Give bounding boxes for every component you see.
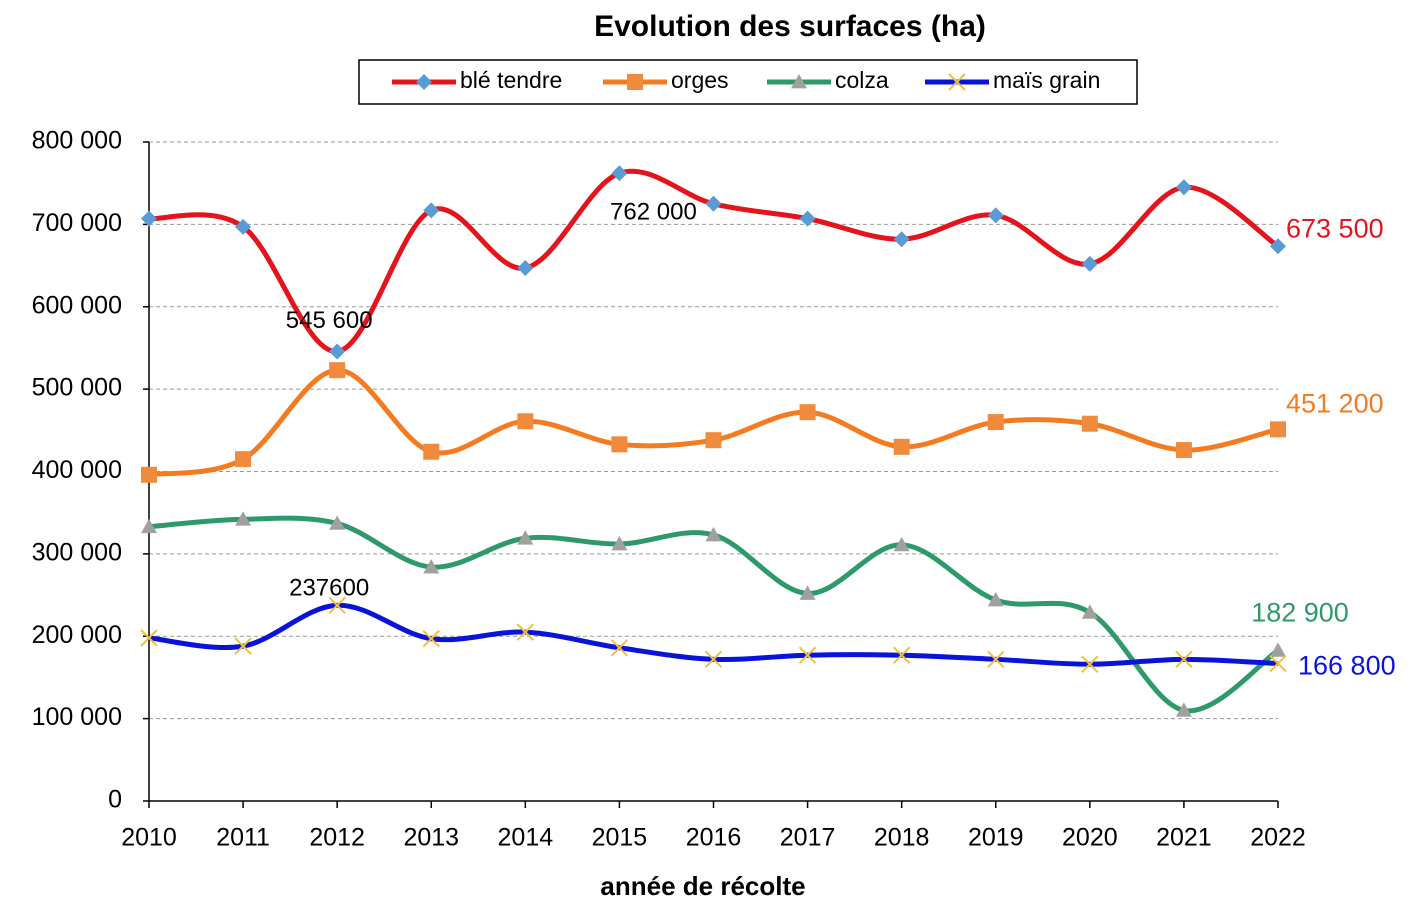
y-tick-label: 400 000 <box>32 456 122 484</box>
marker <box>423 559 440 574</box>
marker <box>791 74 807 89</box>
marker <box>517 413 534 430</box>
chart-title: Evolution des surfaces (ha) <box>594 10 986 43</box>
marker <box>1081 415 1098 432</box>
marker <box>610 639 629 657</box>
data-label: 673 500 <box>1286 213 1384 243</box>
marker <box>1175 650 1193 669</box>
marker <box>627 74 643 90</box>
legend-box <box>358 59 1138 105</box>
y-tick-label: 800 000 <box>32 127 122 155</box>
x-tick-label: 2019 <box>968 824 1024 852</box>
marker <box>705 526 722 542</box>
marker <box>328 596 346 614</box>
marker <box>611 436 628 453</box>
data-label: 237600 <box>289 575 369 602</box>
marker <box>141 466 157 483</box>
x-tick-label: 2017 <box>780 824 836 852</box>
x-tick-label: 2020 <box>1062 824 1118 852</box>
x-tick-label: 2012 <box>309 824 365 852</box>
series-line <box>148 367 1279 478</box>
x-tick-label: 2013 <box>403 824 459 852</box>
marker <box>892 646 911 664</box>
x-tick-label: 2011 <box>216 824 270 852</box>
x-tick-label: 2018 <box>874 824 930 852</box>
marker <box>423 443 440 460</box>
marker <box>705 432 722 449</box>
x-tick-label: 2015 <box>592 824 648 852</box>
marker <box>893 536 910 552</box>
data-label: 451 200 <box>1286 388 1384 418</box>
marker <box>235 218 252 235</box>
marker <box>987 414 1004 431</box>
y-tick-label: 300 000 <box>32 538 122 566</box>
marker <box>987 592 1004 607</box>
marker <box>705 195 722 212</box>
marker <box>1081 604 1098 619</box>
data-label: 762 000 <box>610 199 697 226</box>
marker <box>1175 179 1192 196</box>
x-tick-label: 2021 <box>1156 824 1212 852</box>
marker <box>140 629 158 647</box>
y-tick-label: 700 000 <box>32 209 122 237</box>
marker <box>1175 702 1192 717</box>
marker <box>1269 654 1287 673</box>
marker <box>1081 255 1098 272</box>
marker <box>329 515 346 530</box>
y-tick-label: 200 000 <box>32 621 122 649</box>
marker <box>1270 421 1286 438</box>
data-label: 166 800 <box>1298 651 1396 681</box>
legend-label: orges <box>671 67 729 93</box>
data-label: 545 600 <box>286 307 373 334</box>
series-line <box>148 515 1280 714</box>
marker <box>517 260 534 277</box>
marker <box>799 585 816 600</box>
marker <box>799 404 816 421</box>
marker <box>422 630 440 648</box>
series-line <box>148 602 1279 667</box>
y-tick-label: 500 000 <box>32 374 122 402</box>
x-tick-label: 2010 <box>121 824 177 852</box>
marker <box>893 231 910 248</box>
marker <box>948 73 966 91</box>
x-tick-label: 2022 <box>1250 824 1306 852</box>
legend-label: maïs grain <box>993 67 1100 93</box>
marker <box>798 646 817 664</box>
marker <box>329 343 346 360</box>
marker <box>1175 442 1192 459</box>
marker <box>1270 238 1286 255</box>
marker <box>141 210 157 227</box>
marker <box>517 530 534 545</box>
y-tick-label: 600 000 <box>32 291 122 319</box>
marker <box>416 74 432 90</box>
marker <box>235 511 252 526</box>
marker <box>611 535 628 551</box>
marker <box>987 207 1004 224</box>
marker <box>1081 655 1099 673</box>
marker <box>423 202 440 219</box>
marker <box>704 650 723 669</box>
legend-label: colza <box>835 67 889 93</box>
marker <box>611 165 628 182</box>
x-tick-label: 2016 <box>686 824 742 852</box>
marker <box>329 362 346 379</box>
marker <box>799 210 816 227</box>
x-axis-label: année de récolte <box>600 871 805 901</box>
y-tick-label: 0 <box>108 786 122 814</box>
marker <box>1270 642 1286 657</box>
marker <box>234 637 252 655</box>
data-label: 182 900 <box>1251 597 1349 627</box>
y-tick-label: 100 000 <box>32 703 122 731</box>
marker <box>987 650 1005 669</box>
legend-label: blé tendre <box>460 67 562 93</box>
x-tick-label: 2014 <box>498 824 554 852</box>
marker <box>141 518 157 534</box>
marker <box>235 451 252 468</box>
marker <box>893 438 910 455</box>
marker <box>516 623 535 641</box>
